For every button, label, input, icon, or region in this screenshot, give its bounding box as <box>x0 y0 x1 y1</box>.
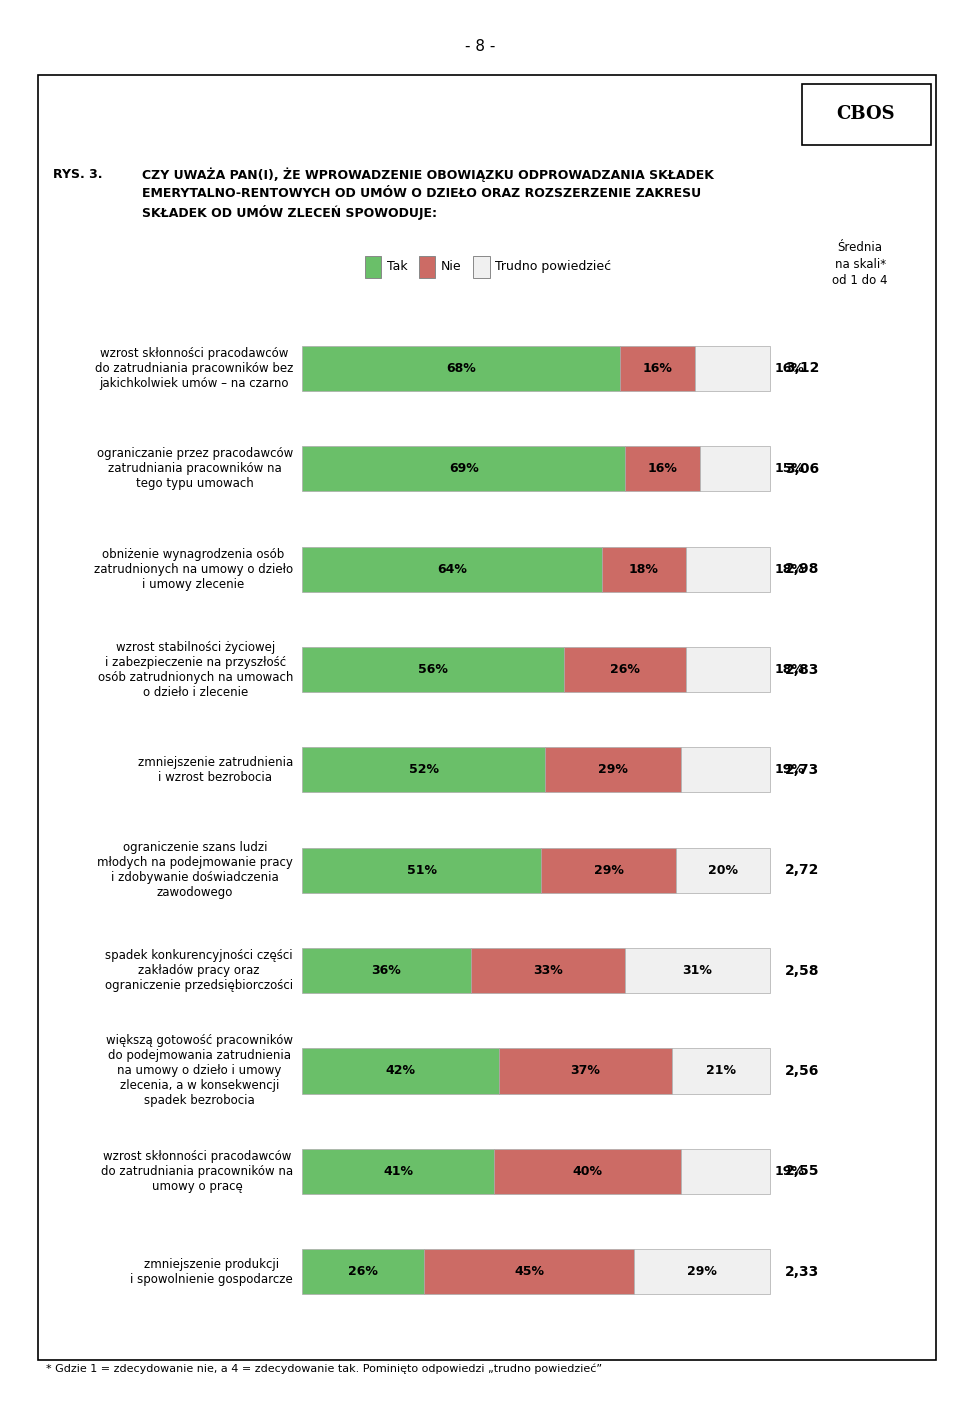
Bar <box>625 446 700 491</box>
Text: 56%: 56% <box>419 663 448 676</box>
Bar <box>302 547 602 592</box>
Text: 42%: 42% <box>386 1065 416 1078</box>
Text: * Gdzie 1 = zdecydowanie nie, a 4 = zdecydowanie tak. Pominięto odpowiedzi „trud: * Gdzie 1 = zdecydowanie nie, a 4 = zdec… <box>46 1363 602 1375</box>
Bar <box>302 1149 494 1194</box>
Text: Tak: Tak <box>387 260 407 274</box>
Text: 64%: 64% <box>437 562 467 575</box>
Text: Średnia
na skali*
od 1 do 4: Średnia na skali* od 1 do 4 <box>832 241 888 287</box>
Text: 69%: 69% <box>448 463 478 476</box>
Text: CBOS: CBOS <box>836 105 896 124</box>
Text: zmniejszenie zatrudnienia
i wzrost bezrobocia: zmniejszenie zatrudnienia i wzrost bezro… <box>138 755 293 784</box>
Bar <box>635 1250 770 1294</box>
Bar <box>681 747 770 792</box>
Bar <box>685 547 770 592</box>
Text: 36%: 36% <box>372 964 401 977</box>
Text: 33%: 33% <box>533 964 563 977</box>
Bar <box>602 547 685 592</box>
Bar <box>540 848 676 893</box>
Text: 31%: 31% <box>683 964 712 977</box>
Text: 26%: 26% <box>610 663 639 676</box>
Bar <box>302 346 620 391</box>
Text: 16%: 16% <box>642 362 673 375</box>
Bar <box>302 949 470 993</box>
Bar <box>676 848 770 893</box>
Text: 40%: 40% <box>572 1164 603 1177</box>
Bar <box>302 1048 498 1093</box>
Bar <box>498 1048 672 1093</box>
Text: 15%: 15% <box>775 463 804 476</box>
Bar <box>695 346 770 391</box>
Text: 21%: 21% <box>706 1065 735 1078</box>
Bar <box>302 848 540 893</box>
Text: 3,12: 3,12 <box>785 362 820 375</box>
Text: 18%: 18% <box>775 562 804 575</box>
Bar <box>302 1250 424 1294</box>
Text: wzrost skłonności pracodawców
do zatrudniania pracowników bez
jakichkolwiek umów: wzrost skłonności pracodawców do zatrudn… <box>95 346 293 391</box>
Bar <box>494 1149 681 1194</box>
Text: wzrost stabilności życiowej
i zabezpieczenie na przyszłość
osób zatrudnionych na: wzrost stabilności życiowej i zabezpiecz… <box>98 640 293 699</box>
Text: 20%: 20% <box>708 863 738 876</box>
Bar <box>625 949 770 993</box>
Text: - 8 -: - 8 - <box>465 40 495 54</box>
Text: ograniczenie szans ludzi
młodych na podejmowanie pracy
i zdobywanie doświadczeni: ograniczenie szans ludzi młodych na pode… <box>97 841 293 899</box>
Text: 16%: 16% <box>647 463 677 476</box>
Text: Nie: Nie <box>442 260 462 274</box>
Text: 2,56: 2,56 <box>785 1064 820 1078</box>
Text: 2,72: 2,72 <box>785 863 820 878</box>
Text: 41%: 41% <box>383 1164 413 1177</box>
Text: CZY UWAŻA PAN(I), ŻE WPROWADZENIE OBOWIĄZKU ODPROWADZANIA SKŁADEK
EMERYTALNO-REN: CZY UWAŻA PAN(I), ŻE WPROWADZENIE OBOWIĄ… <box>142 168 714 220</box>
Text: 29%: 29% <box>593 863 623 876</box>
Bar <box>564 648 685 692</box>
Text: 16%: 16% <box>775 362 804 375</box>
Bar <box>302 747 545 792</box>
Text: 18%: 18% <box>775 663 804 676</box>
Text: 37%: 37% <box>570 1065 600 1078</box>
Text: 52%: 52% <box>409 764 439 777</box>
Bar <box>620 346 695 391</box>
Bar <box>700 446 770 491</box>
Text: ograniczanie przez pracodawców
zatrudniania pracowników na
tego typu umowach: ograniczanie przez pracodawców zatrudnia… <box>97 447 293 490</box>
Bar <box>685 648 770 692</box>
Bar <box>672 1048 770 1093</box>
Text: 2,83: 2,83 <box>785 663 820 676</box>
Text: 29%: 29% <box>598 764 628 777</box>
Bar <box>545 747 681 792</box>
Text: wzrost skłonności pracodawców
do zatrudniania pracowników na
umowy o pracę: wzrost skłonności pracodawców do zatrudn… <box>101 1150 293 1193</box>
Text: obniżenie wynagrodzenia osób
zatrudnionych na umowy o dzieło
i umowy zlecenie: obniżenie wynagrodzenia osób zatrudniony… <box>94 548 293 591</box>
Text: 29%: 29% <box>687 1265 717 1278</box>
Text: 51%: 51% <box>407 863 437 876</box>
Text: 2,98: 2,98 <box>785 562 820 577</box>
Bar <box>470 949 625 993</box>
Text: Trudno powiedzieć: Trudno powiedzieć <box>495 260 612 274</box>
Text: większą gotowość pracowników
do podejmowania zatrudnienia
na umowy o dzieło i um: większą gotowość pracowników do podejmow… <box>106 1034 293 1108</box>
Text: 2,55: 2,55 <box>785 1164 820 1179</box>
Bar <box>424 1250 635 1294</box>
Text: zmniejszenie produkcji
i spowolnienie gospodarcze: zmniejszenie produkcji i spowolnienie go… <box>131 1258 293 1285</box>
Text: 26%: 26% <box>348 1265 378 1278</box>
Text: 19%: 19% <box>775 1164 804 1177</box>
Text: 19%: 19% <box>775 764 804 777</box>
Text: 18%: 18% <box>629 562 659 575</box>
Bar <box>681 1149 770 1194</box>
Text: spadek konkurencyjności części
zakładów pracy oraz
ograniczenie przedsiębiorczoś: spadek konkurencyjności części zakładów … <box>105 949 293 993</box>
Text: RYS. 3.: RYS. 3. <box>53 168 103 180</box>
Text: 45%: 45% <box>514 1265 544 1278</box>
Text: 3,06: 3,06 <box>785 462 820 476</box>
Text: 2,58: 2,58 <box>785 964 820 977</box>
Bar <box>302 446 625 491</box>
Text: 2,73: 2,73 <box>785 763 820 777</box>
Bar <box>302 648 564 692</box>
Text: 68%: 68% <box>446 362 476 375</box>
Text: 2,33: 2,33 <box>785 1265 820 1278</box>
